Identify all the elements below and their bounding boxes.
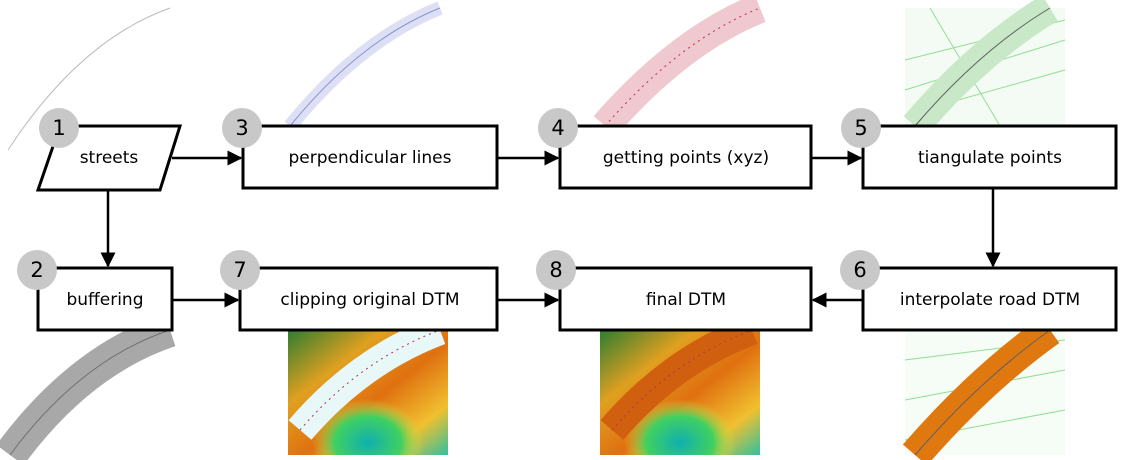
node-number: 4 [551, 116, 564, 140]
node-label: clipping original DTM [280, 290, 459, 310]
node-label: final DTM [646, 290, 726, 310]
thumbnail-points [605, 8, 760, 126]
node-number: 7 [233, 258, 246, 282]
node-label: streets [80, 148, 139, 168]
node-number: 1 [52, 116, 65, 140]
node: buffering 2 [17, 250, 172, 330]
node: perpendicular lines 3 [222, 108, 497, 188]
node-number: 6 [853, 258, 866, 282]
node-number: 8 [549, 258, 562, 282]
node: interpolate road DTM 6 [840, 250, 1116, 330]
node-label: tiangulate points [918, 148, 1062, 168]
node: final DTM 8 [536, 250, 811, 330]
thumbnail-road-dtm [905, 330, 1065, 455]
node-label: buffering [66, 290, 143, 310]
thumbnail-perpendicular [290, 8, 440, 126]
node-label: interpolate road DTM [900, 290, 1080, 310]
thumbnail-buffer [10, 330, 170, 455]
node: streets 1 [38, 108, 180, 190]
workflow-diagram: streets 1 buffering 2 perpendicular line… [0, 0, 1123, 460]
node-label: perpendicular lines [289, 148, 452, 168]
node-number: 2 [30, 258, 43, 282]
node-number: 5 [854, 116, 867, 140]
node-label: getting points (xyz) [603, 148, 769, 168]
thumbnail-clipped-dtm [288, 330, 448, 455]
node: clipping original DTM 7 [220, 250, 497, 330]
node-number: 3 [235, 116, 248, 140]
thumbnail-final-dtm [600, 330, 760, 455]
node: getting points (xyz) 4 [538, 108, 811, 188]
thumbnail-triangulation [905, 8, 1065, 126]
